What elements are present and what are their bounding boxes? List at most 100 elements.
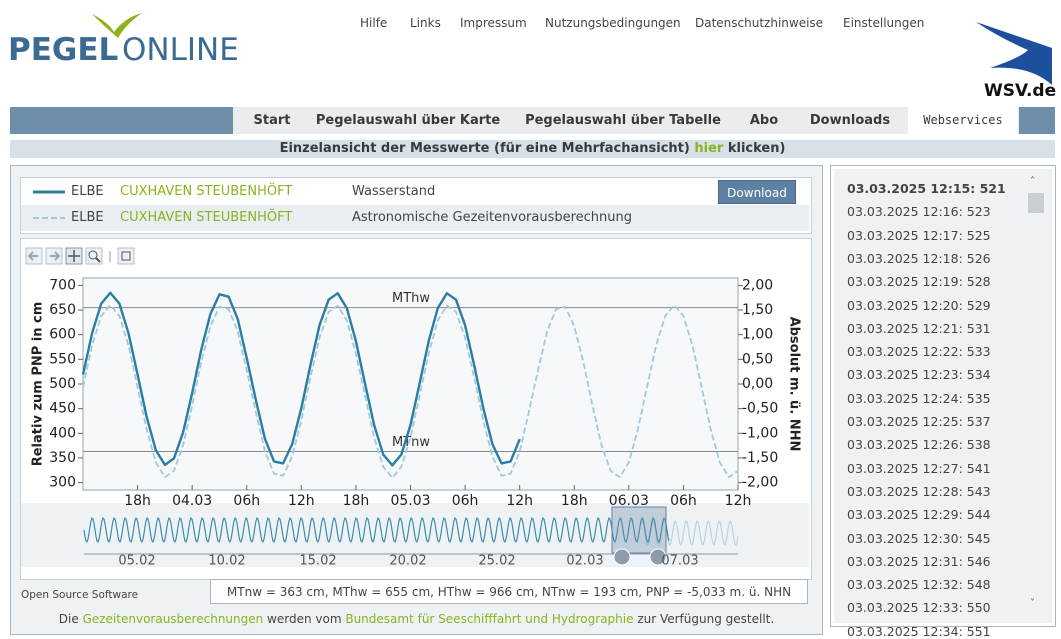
series-line [82, 304, 739, 479]
x-tick-label: 04.03 [172, 493, 212, 509]
legend-station[interactable]: CUXHAVEN STEUBENHÖFT [120, 184, 293, 199]
nav-tab[interactable]: Pegelauswahl über Karte [315, 113, 501, 128]
y2-tick-label: -0,50 [742, 401, 778, 417]
y2-tick-label: 1,00 [742, 327, 773, 343]
x-tick-label: 06h [670, 493, 697, 509]
y2-tick-label: 0,00 [742, 376, 773, 392]
y2-tick-label: 1,50 [742, 302, 773, 318]
tool-icon [95, 257, 101, 263]
logo-bird [92, 13, 142, 38]
overview-tick-label: 15.02 [299, 554, 336, 569]
credit-text: Die [58, 612, 83, 626]
overview-tick-label: 10.02 [208, 554, 245, 569]
y-tick-label: 550 [49, 351, 76, 367]
logo-text: ONLINE [122, 32, 239, 68]
info-box: MTnw = 363 cm, MThw = 655 cm, HThw = 966… [210, 579, 808, 604]
credit-text: zur Verfügung gestellt. [633, 612, 775, 626]
nav-tab[interactable]: Pegelauswahl über Tabelle [525, 113, 721, 128]
tool-icon [50, 251, 61, 261]
overview-tick-label: 07.03 [661, 554, 698, 569]
y2-tick-label: 0,50 [742, 351, 773, 367]
reading: 03.03.2025 12:32: 548 [847, 577, 991, 593]
x-tick-label: 06h [452, 493, 479, 509]
reading: 03.03.2025 12:18: 526 [847, 250, 991, 266]
series-line [81, 291, 521, 467]
legend-row: ELBE CUXHAVEN STEUBENHÖFT Wasserstand [21, 179, 809, 205]
reading: 03.03.2025 12:33: 550 [847, 600, 991, 616]
legend-row: ELBE CUXHAVEN STEUBENHÖFT Astronomische … [21, 205, 809, 231]
overview-handle [649, 548, 667, 566]
reference-label: MTnw [392, 435, 430, 450]
x-tick-label: 05.03 [390, 493, 430, 509]
download-button[interactable]: Download [718, 180, 796, 204]
toolbar [25, 247, 135, 265]
y-axis-label: Relativ zum PNP in cm [31, 302, 46, 467]
logo-text: PEGEL [8, 32, 118, 68]
reading: 03.03.2025 12:23: 534 [847, 367, 991, 383]
y-tick-label: 350 [49, 450, 76, 466]
overview-handle [613, 548, 631, 566]
reading: 03.03.2025 12:31: 546 [847, 553, 991, 569]
reading: 03.03.2025 12:20: 529 [847, 297, 991, 313]
x-tick-label: 18h [343, 493, 370, 509]
y-tick-label: 300 [49, 475, 76, 491]
credit: Die Gezeitenvorausberechnungen werden vo… [10, 612, 823, 626]
oss-link[interactable]: Open Source Software [21, 589, 139, 601]
plot-area [82, 277, 739, 491]
banner-link[interactable]: hier [694, 141, 724, 156]
y-tick-label: 500 [49, 376, 76, 392]
overview-measured [83, 517, 670, 543]
legend-parameter: Wasserstand [352, 184, 436, 199]
x-tick-label: 06.03 [609, 493, 649, 509]
overview-selection [611, 506, 667, 554]
x-tick-label: 18h [561, 493, 588, 509]
top-link[interactable]: Impressum [460, 16, 527, 30]
scroll-up[interactable]: ˄ [1030, 176, 1035, 187]
legend-station[interactable]: CUXHAVEN STEUBENHÖFT [120, 210, 293, 225]
top-link[interactable]: Hilfe [360, 16, 388, 30]
reading: 03.03.2025 12:29: 544 [847, 507, 991, 523]
reading: 03.03.2025 12:21: 531 [847, 320, 991, 336]
top-link[interactable]: Links [410, 16, 441, 30]
legend-parameter: Astronomische Gezeitenvorausberechnung [352, 210, 633, 225]
legend-river: ELBE [71, 184, 104, 199]
x-tick-label: 12h [288, 493, 315, 509]
y-tick-label: 450 [49, 401, 76, 417]
credit-link[interactable]: Gezeitenvorausberechnungen [82, 612, 264, 626]
y-tick-label: 600 [49, 327, 76, 343]
nav-tab[interactable]: Downloads [809, 113, 891, 128]
nav-tab[interactable]: Webservices [908, 107, 1018, 134]
banner-text: Einzelansicht der Messwerte (für eine Me… [279, 141, 695, 156]
y2-tick-label: -1,50 [742, 450, 778, 466]
credit-link[interactable]: Bundesamt für Seeschifffahrt und Hydrogr… [345, 612, 634, 626]
banner: Einzelansicht der Messwerte (für eine Me… [10, 140, 1055, 158]
y2-axis-label: Absolut m. ü. NHN [787, 317, 802, 452]
top-link[interactable]: Nutzungsbedingungen [545, 16, 681, 30]
overview-tick-label: 20.02 [389, 554, 426, 569]
nav-tab[interactable]: Start [253, 113, 291, 128]
scrollbar-thumb[interactable] [1028, 193, 1044, 213]
reading: 03.03.2025 12:19: 528 [847, 274, 991, 290]
reading: 03.03.2025 12:16: 523 [847, 204, 991, 220]
logo: PEGEL ONLINE [8, 13, 239, 68]
wsv-text: WSV.de [984, 81, 1056, 101]
reference-label: MThw [392, 291, 430, 306]
reading: 03.03.2025 12:17: 525 [847, 227, 991, 243]
reading: 03.03.2025 12:28: 543 [847, 483, 991, 499]
credit-text: werden vom [263, 612, 346, 626]
tool-icon [68, 250, 80, 262]
x-tick-label: 06h [233, 493, 260, 509]
readings-list [834, 169, 1052, 623]
y-tick-label: 700 [49, 277, 76, 293]
legend-swatch [33, 217, 65, 219]
scroll-down[interactable]: ˅ [1030, 598, 1035, 609]
reading: 03.03.2025 12:15: 521 [847, 181, 1006, 196]
reading: 03.03.2025 12:22: 533 [847, 344, 991, 360]
nav-tab[interactable]: Abo [749, 113, 779, 128]
top-link[interactable]: Datenschutzhinweise [695, 16, 824, 30]
x-tick-label: 12h [506, 493, 533, 509]
top-link[interactable]: Einstellungen [843, 16, 925, 30]
y2-tick-label: 2,00 [742, 277, 773, 293]
wsv-logo: WSV.de [976, 22, 1056, 101]
